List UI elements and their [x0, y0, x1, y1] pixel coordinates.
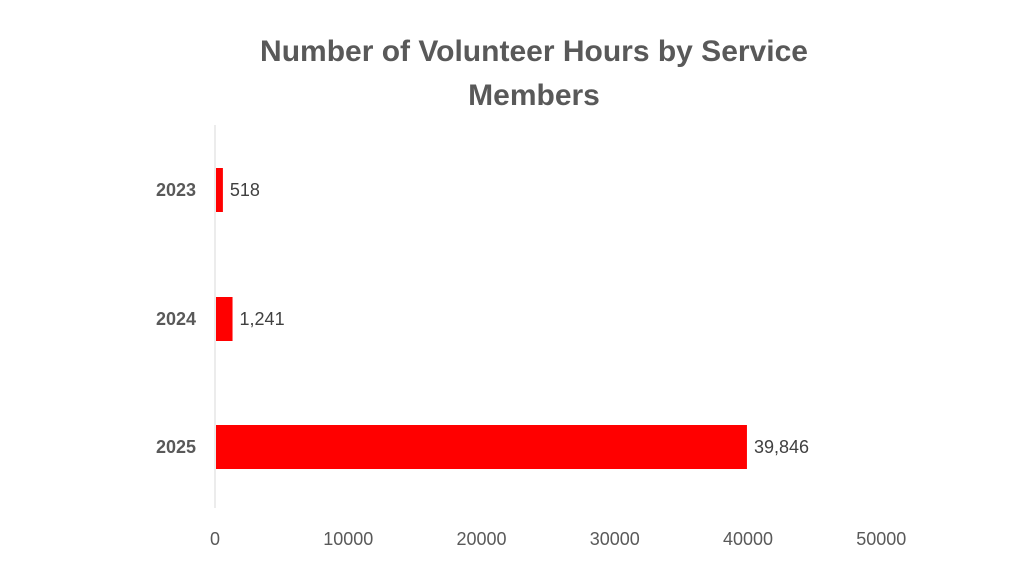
data-label-2025: 39,846 [754, 437, 809, 457]
category-label-2025: 2025 [156, 437, 196, 457]
x-tick-label-50000: 50000 [856, 529, 906, 549]
data-label-2024: 1,241 [240, 309, 285, 329]
bar-2023 [216, 168, 223, 212]
x-tick-label-40000: 40000 [723, 529, 773, 549]
chart-title: Number of Volunteer Hours by Service Mem… [260, 35, 808, 112]
x-tick-label-10000: 10000 [323, 529, 373, 549]
category-label-2024: 2024 [156, 309, 196, 329]
x-tick-label-20000: 20000 [456, 529, 506, 549]
bar-2024 [216, 297, 233, 341]
x-tick-label-0: 0 [210, 529, 220, 549]
x-tick-label-30000: 30000 [590, 529, 640, 549]
data-label-2023: 518 [230, 180, 260, 200]
bar-2025 [216, 425, 747, 469]
category-label-2023: 2023 [156, 180, 196, 200]
